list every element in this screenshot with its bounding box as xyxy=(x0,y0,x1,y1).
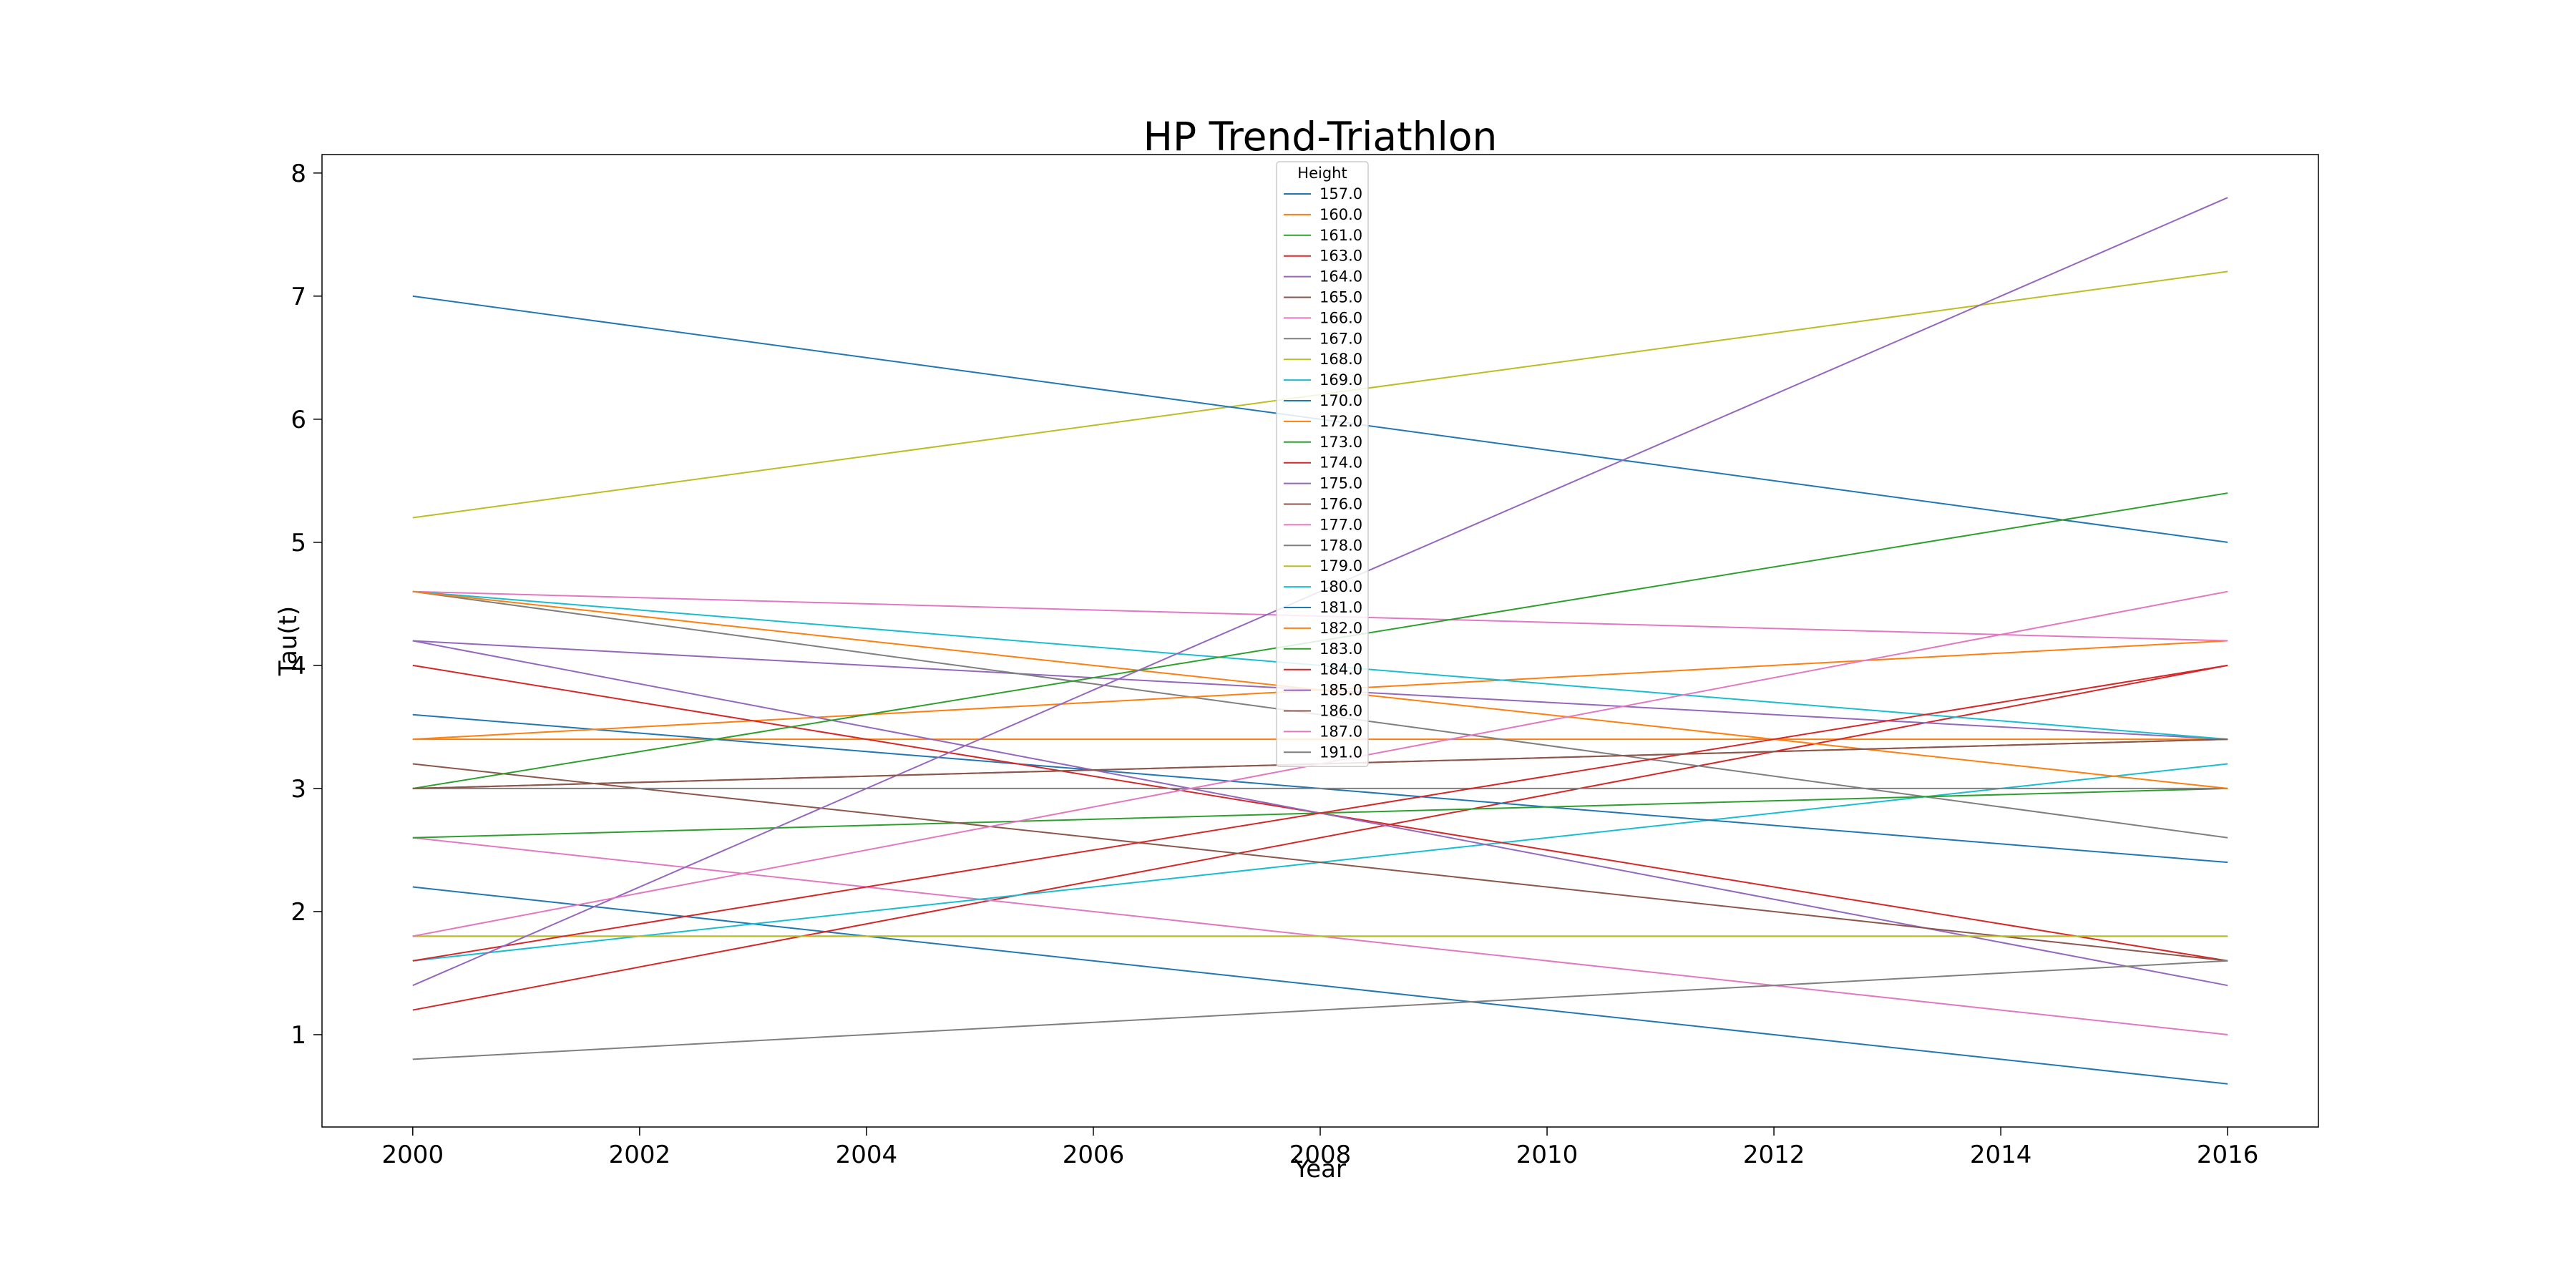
legend-label-160.0: 160.0 xyxy=(1319,206,1362,223)
x-tick-label: 2008 xyxy=(1289,1141,1352,1169)
legend-label-182.0: 182.0 xyxy=(1319,620,1362,637)
legend-label-184.0: 184.0 xyxy=(1319,661,1362,678)
x-axis-label: Year xyxy=(1294,1155,1346,1184)
legend-label-178.0: 178.0 xyxy=(1319,537,1362,554)
series-line-176.0 xyxy=(412,763,2228,962)
legend: Height 157.0 160.0 161.0 163.0 164.0 165.0 166… xyxy=(1276,161,1369,768)
legend-label-164.0: 164.0 xyxy=(1319,268,1362,286)
legend-label-166.0: 166.0 xyxy=(1319,309,1362,326)
chart-title: HP Trend-Triathlon xyxy=(1143,114,1498,160)
x-tick-label: 2010 xyxy=(1516,1141,1579,1169)
x-tick-label: 2002 xyxy=(609,1141,671,1169)
legend-label-157.0: 157.0 xyxy=(1319,185,1362,203)
y-tick-label: 8 xyxy=(291,160,306,188)
legend-label-172.0: 172.0 xyxy=(1319,413,1362,430)
legend-label-186.0: 186.0 xyxy=(1319,703,1362,720)
legend-label-175.0: 175.0 xyxy=(1319,475,1362,492)
y-axis-label: Tau(t) xyxy=(274,606,303,676)
x-tick-label: 2004 xyxy=(836,1141,898,1169)
series-line-191.0 xyxy=(412,960,2228,1060)
x-tick-label: 2012 xyxy=(1743,1141,1805,1169)
y-tick-label: 5 xyxy=(291,529,306,557)
x-tick-label: 2014 xyxy=(1970,1141,2032,1169)
x-tick-label: 2000 xyxy=(382,1141,444,1169)
legend-box xyxy=(1276,161,1369,768)
y-axis: 1 2 3 4 5 6 7 8 xyxy=(291,160,322,1050)
x-axis: 2000 2002 2004 2006 2008 2010 2012 2014 2016 xyxy=(382,1127,2259,1169)
y-tick-label: 3 xyxy=(291,775,306,804)
legend-label-191.0: 191.0 xyxy=(1319,743,1362,761)
legend-label-177.0: 177.0 xyxy=(1319,516,1362,533)
legend-label-168.0: 168.0 xyxy=(1319,351,1362,368)
legend-label-176.0: 176.0 xyxy=(1319,496,1362,513)
legend-label-163.0: 163.0 xyxy=(1319,248,1362,265)
y-tick-label: 2 xyxy=(291,898,306,927)
legend-label-180.0: 180.0 xyxy=(1319,578,1362,595)
legend-label-161.0: 161.0 xyxy=(1319,227,1362,244)
legend-label-165.0: 165.0 xyxy=(1319,289,1362,306)
legend-label-170.0: 170.0 xyxy=(1319,392,1362,409)
legend-label-181.0: 181.0 xyxy=(1319,599,1362,616)
y-tick-label: 1 xyxy=(291,1021,306,1050)
legend-label-183.0: 183.0 xyxy=(1319,640,1362,658)
legend-label-174.0: 174.0 xyxy=(1319,454,1362,472)
legend-title: Height xyxy=(1297,165,1347,182)
legend-label-179.0: 179.0 xyxy=(1319,557,1362,575)
series-line-157.0 xyxy=(412,886,2228,1085)
legend-label-169.0: 169.0 xyxy=(1319,371,1362,389)
legend-label-185.0: 185.0 xyxy=(1319,682,1362,699)
y-tick-label: 6 xyxy=(291,406,306,434)
y-tick-label: 4 xyxy=(291,652,306,680)
x-tick-label: 2016 xyxy=(2197,1141,2259,1169)
series-line-184.0 xyxy=(412,664,2228,962)
legend-items: 157.0 160.0 161.0 163.0 164.0 165.0 166.0 167.0… xyxy=(1284,185,1362,761)
x-tick-label: 2006 xyxy=(1063,1141,1125,1169)
legend-label-187.0: 187.0 xyxy=(1319,723,1362,740)
legend-label-167.0: 167.0 xyxy=(1319,330,1362,347)
legend-label-173.0: 173.0 xyxy=(1319,434,1362,451)
y-tick-label: 7 xyxy=(291,283,306,311)
